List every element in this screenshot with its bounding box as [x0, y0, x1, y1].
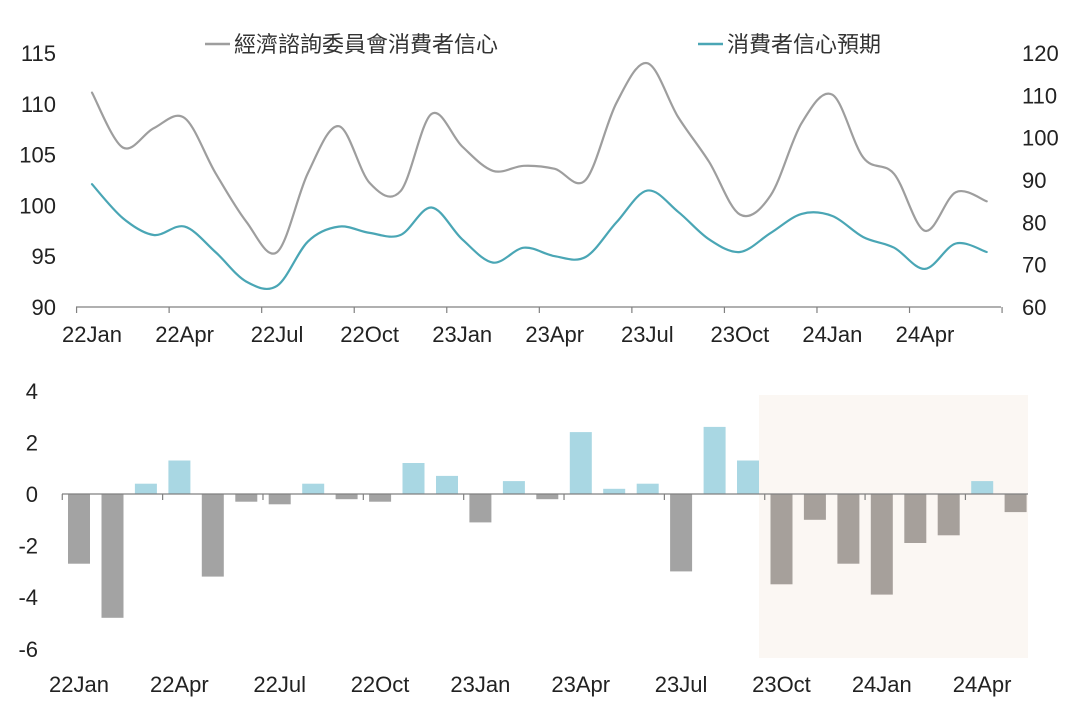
bottom-bar-chart: 4 2 0 -2 -4 -6 22Jan 22Apr 22Jul 22Oct 23Jan 23Apr… [18, 379, 1028, 697]
legend: 經濟諮詢委員會消費者信心 消費者信心預期 [205, 32, 881, 57]
bar [1004, 494, 1027, 513]
bar [134, 483, 157, 494]
bar [870, 494, 893, 595]
bottom-x-tick-label: 23Jul [655, 672, 708, 697]
right-tick-label: 100 [1022, 126, 1059, 151]
bar [201, 494, 224, 577]
left-tick-label: 115 [21, 41, 56, 66]
bar [636, 483, 659, 494]
bar [770, 494, 793, 585]
top-x-tick-label: 24Apr [896, 322, 955, 347]
legend-label-cci: 經濟諮詢委員會消費者信心 [234, 32, 498, 57]
bar [369, 494, 392, 502]
bottom-x-tick-label: 24Apr [953, 672, 1012, 697]
bar [402, 463, 425, 494]
top-x-axis-ticks: 22Jan 22Apr 22Jul 22Oct 23Jan 23Apr 23Jul 23Oct… [62, 307, 1003, 347]
bar [603, 488, 626, 494]
top-line-chart: 90 95 100 105 110 115 60 70 80 90 100 110 120 22Jan… [19, 32, 1058, 347]
top-x-tick-label: 22Jan [62, 322, 122, 347]
bar [168, 460, 191, 494]
bar [837, 494, 860, 564]
bar [569, 432, 592, 494]
bar [803, 494, 826, 520]
left-tick-label: 100 [19, 193, 56, 218]
bottom-y-tick-label: -2 [18, 534, 38, 559]
right-tick-label: 80 [1022, 210, 1046, 235]
left-tick-label: 105 [19, 143, 56, 168]
bottom-y-axis-ticks: 4 2 0 -2 -4 -6 [18, 379, 38, 662]
top-x-tick-label: 22Oct [340, 322, 399, 347]
bottom-x-tick-label: 23Apr [551, 672, 610, 697]
top-x-tick-label: 23Jul [621, 322, 674, 347]
bar [971, 481, 994, 494]
top-x-tick-label: 23Jan [432, 322, 492, 347]
bar [302, 483, 325, 494]
bottom-y-tick-label: 4 [26, 379, 38, 404]
top-x-tick-label: 22Jul [251, 322, 304, 347]
bar [737, 460, 759, 494]
bar [904, 494, 927, 543]
bar [335, 494, 358, 500]
right-tick-label: 110 [1022, 83, 1057, 108]
bar [68, 494, 90, 564]
bottom-x-tick-label: 24Jan [852, 672, 912, 697]
top-x-tick-label: 23Apr [525, 322, 584, 347]
left-tick-label: 110 [21, 92, 56, 117]
legend-label-expectations: 消費者信心預期 [727, 32, 881, 57]
top-right-axis-ticks: 60 70 80 90 100 110 120 [1022, 41, 1059, 320]
top-x-tick-label: 22Apr [155, 322, 214, 347]
bar [502, 481, 525, 494]
bar [101, 494, 124, 618]
bar [937, 494, 960, 536]
bottom-x-tick-label: 22Oct [351, 672, 410, 697]
bottom-y-tick-label: -6 [18, 637, 38, 662]
bottom-y-tick-label: 2 [26, 430, 38, 455]
top-left-axis-ticks: 90 95 100 105 110 115 [19, 41, 56, 320]
right-tick-label: 60 [1022, 295, 1046, 320]
bottom-x-tick-label: 23Jan [450, 672, 510, 697]
bottom-x-tick-label: 22Apr [150, 672, 209, 697]
left-tick-label: 90 [32, 295, 56, 320]
bar [436, 475, 458, 494]
line-series-expectations [90, 183, 988, 290]
highlight-band [759, 395, 1028, 658]
bar [469, 494, 492, 523]
bar [268, 494, 291, 505]
bar [703, 426, 726, 494]
bar-series [68, 426, 1027, 618]
top-x-tick-label: 23Oct [710, 322, 769, 347]
bottom-x-tick-label: 22Jul [253, 672, 306, 697]
bottom-x-tick-label: 23Oct [752, 672, 811, 697]
bottom-x-tick-label: 22Jan [49, 672, 109, 697]
bar [536, 494, 559, 500]
bar [235, 494, 258, 502]
top-x-tick-label: 24Jan [802, 322, 862, 347]
top-line-series [90, 62, 988, 290]
bottom-x-axis-ticks: 22Jan 22Apr 22Jul 22Oct 23Jan 23Apr 23Jul 23Oct… [49, 494, 1012, 697]
left-tick-label: 95 [32, 244, 56, 269]
right-tick-label: 120 [1022, 41, 1059, 66]
bar [670, 494, 693, 572]
bottom-y-tick-label: 0 [26, 482, 38, 507]
line-series-cci [90, 62, 988, 255]
bottom-y-tick-label: -4 [18, 585, 38, 610]
right-tick-label: 70 [1022, 253, 1046, 278]
right-tick-label: 90 [1022, 168, 1046, 193]
